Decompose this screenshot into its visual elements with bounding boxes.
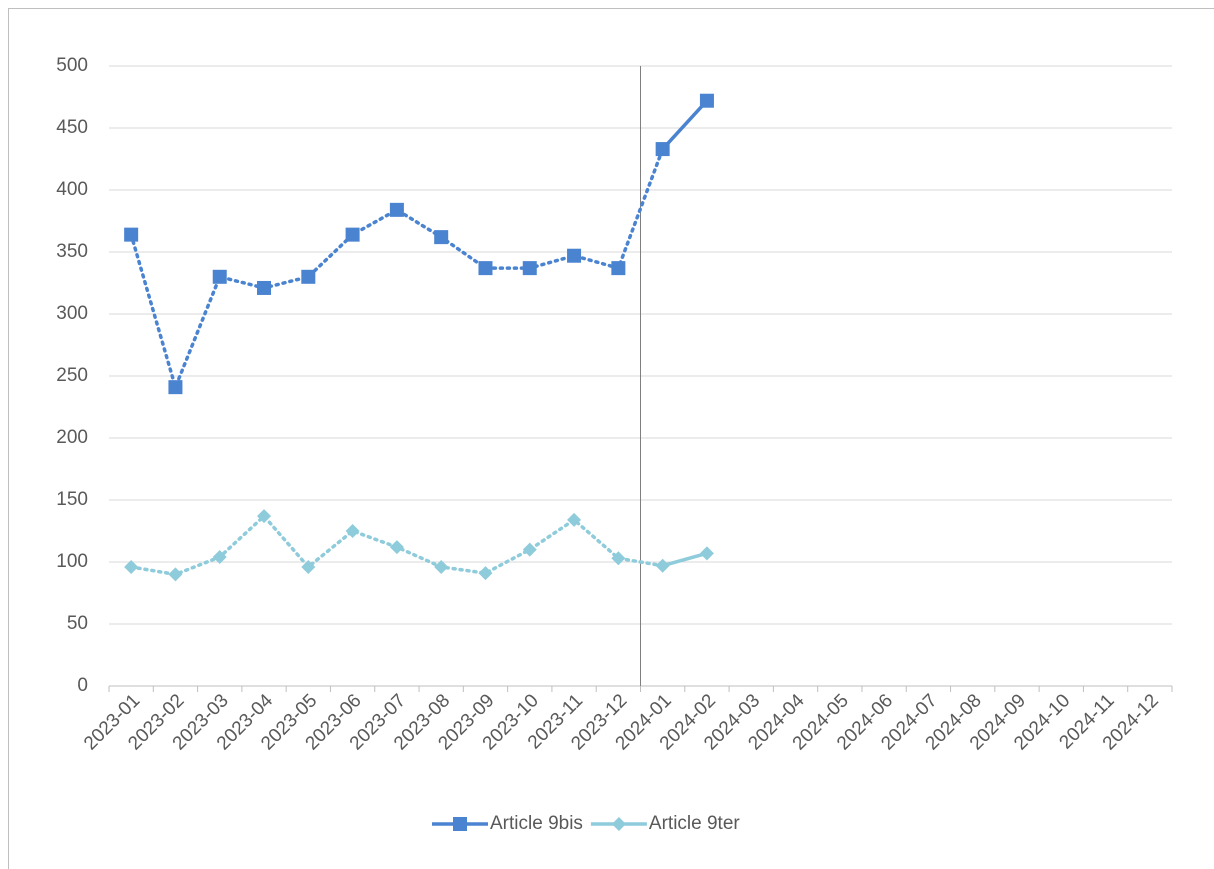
- marker: [522, 542, 537, 557]
- legend-label: Article 9ter: [649, 813, 740, 834]
- marker: [478, 566, 493, 581]
- legend-item: Article 9bis: [432, 813, 583, 834]
- marker: [124, 559, 139, 574]
- marker: [611, 261, 626, 276]
- marker: [567, 248, 582, 263]
- legend-item: Article 9ter: [590, 813, 740, 834]
- marker: [389, 202, 404, 217]
- marker: [453, 817, 467, 831]
- marker: [212, 550, 227, 565]
- y-tick-label: 400: [56, 179, 88, 200]
- marker: [522, 261, 537, 276]
- marker: [345, 227, 360, 242]
- marker: [567, 512, 582, 527]
- marker: [168, 567, 183, 582]
- y-tick-label: 200: [56, 427, 88, 448]
- marker: [301, 269, 316, 284]
- marker: [611, 551, 626, 566]
- y-tick-label: 250: [56, 365, 88, 386]
- marker: [655, 142, 670, 157]
- series-line: [129, 147, 665, 393]
- marker: [699, 93, 714, 108]
- y-tick-label: 300: [56, 303, 88, 324]
- legend-label: Article 9bis: [490, 813, 583, 834]
- y-tick-label: 500: [56, 55, 88, 76]
- marker: [434, 559, 449, 574]
- y-tick-label: 450: [56, 117, 88, 138]
- marker: [301, 559, 316, 574]
- marker: [168, 380, 183, 395]
- marker: [389, 540, 404, 555]
- marker: [124, 227, 139, 242]
- marker: [699, 546, 714, 561]
- marker: [212, 269, 227, 284]
- marker: [434, 230, 449, 245]
- marker: [257, 509, 272, 524]
- y-tick-label: 100: [56, 551, 88, 572]
- marker: [345, 524, 360, 538]
- marker: [257, 280, 272, 295]
- y-tick-label: 50: [67, 613, 88, 634]
- y-tick-label: 150: [56, 489, 88, 510]
- marker: [655, 558, 670, 573]
- series-line: [660, 551, 709, 568]
- series-line: [660, 98, 709, 151]
- y-tick-label: 0: [77, 675, 88, 696]
- y-tick-label: 350: [56, 241, 88, 262]
- marker: [478, 261, 493, 276]
- marker: [611, 817, 626, 831]
- chart-border: [8, 8, 1214, 869]
